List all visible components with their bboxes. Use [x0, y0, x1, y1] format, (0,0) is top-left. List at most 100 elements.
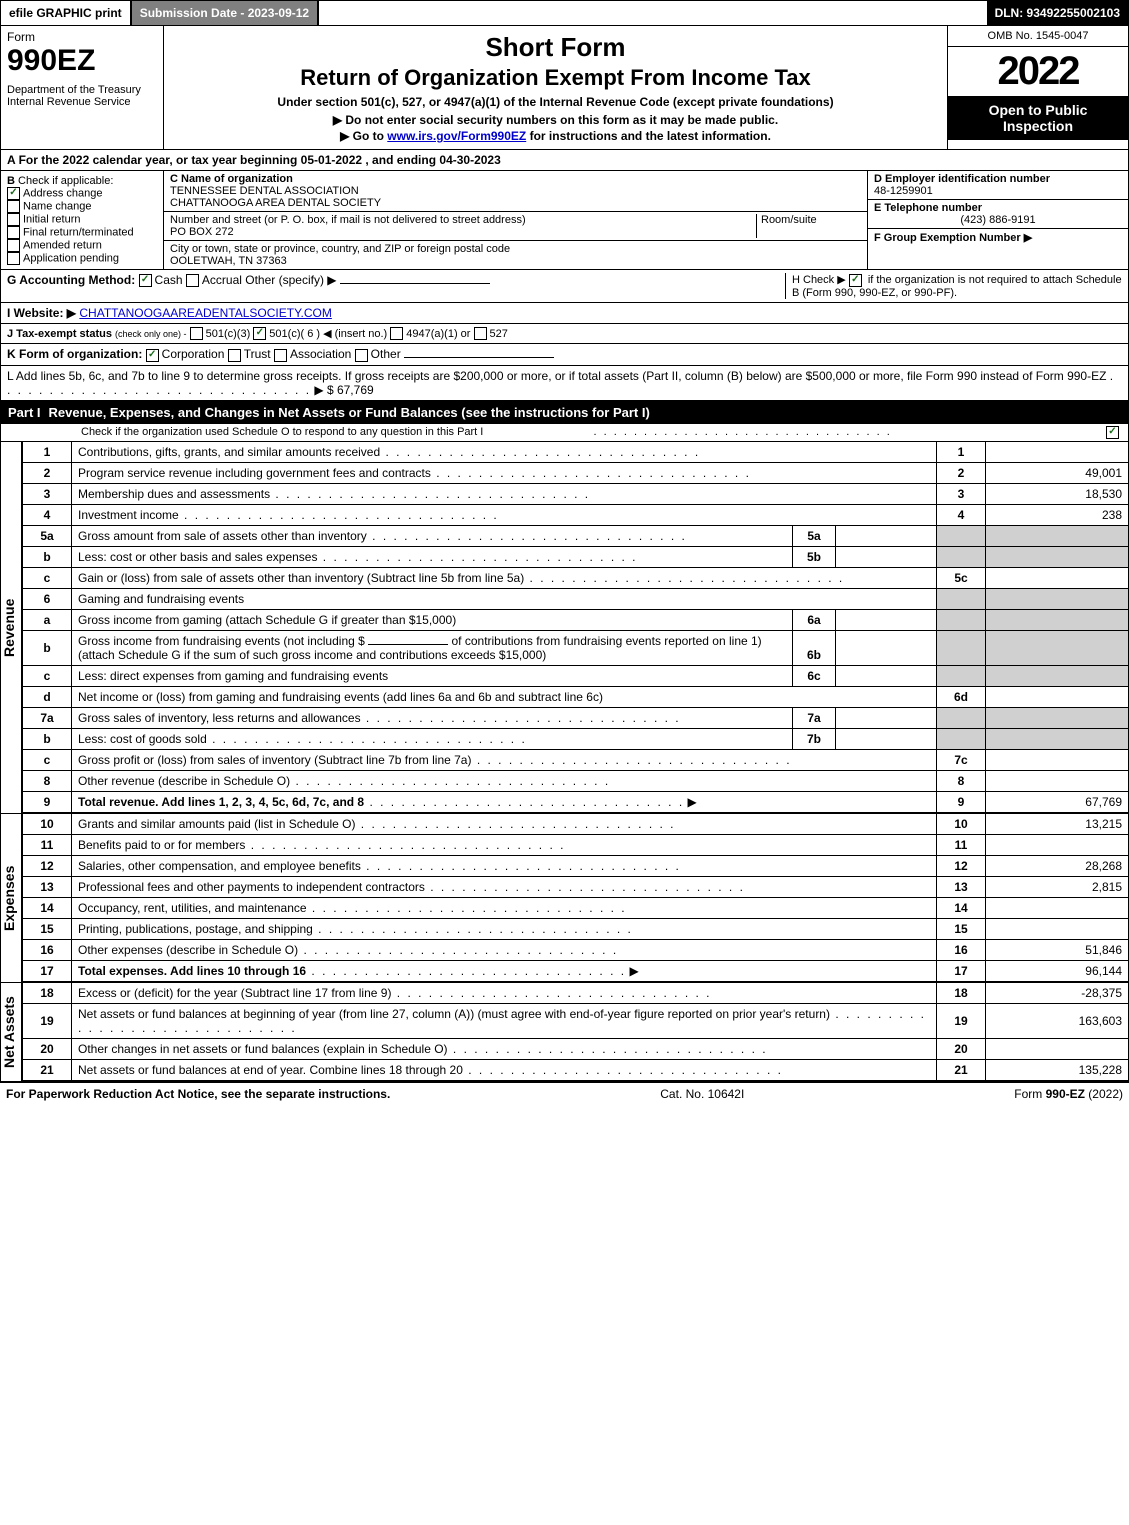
checkbox-trust[interactable] — [228, 349, 241, 362]
topbar-spacer — [319, 1, 986, 25]
b-label: Check if applicable: — [18, 175, 113, 187]
line-1-num: 1 — [937, 441, 986, 462]
checkbox-501c[interactable] — [253, 327, 266, 340]
row-gh: G Accounting Method: Cash Accrual Other … — [0, 270, 1129, 303]
line-9-num: 9 — [937, 791, 986, 812]
checkbox-application-pending[interactable] — [7, 252, 20, 265]
section-a-text: For the 2022 calendar year, or tax year … — [19, 153, 501, 167]
g-label: G Accounting Method: — [7, 273, 135, 287]
line-6b-desc: Gross income from fundraising events (no… — [78, 634, 365, 648]
checkbox-initial-return[interactable] — [7, 213, 20, 226]
revenue-side-label: Revenue — [0, 441, 22, 813]
g-accrual: Accrual — [202, 273, 242, 287]
checkbox-final-return[interactable] — [7, 226, 20, 239]
line-15-val — [986, 918, 1129, 939]
checkbox-address-change[interactable] — [7, 187, 20, 200]
header-center: Short Form Return of Organization Exempt… — [164, 26, 947, 149]
line-18-desc: Excess or (deficit) for the year (Subtra… — [78, 986, 391, 1000]
line-8-num: 8 — [937, 770, 986, 791]
k-o2: Trust — [244, 347, 271, 361]
part-i-sub-text: Check if the organization used Schedule … — [81, 426, 594, 439]
tax-year: 2022 — [948, 47, 1128, 96]
line-5c-desc: Gain or (loss) from sale of assets other… — [78, 571, 524, 585]
checkbox-527[interactable] — [474, 327, 487, 340]
subtitle: Under section 501(c), 527, or 4947(a)(1)… — [170, 95, 941, 109]
checkbox-501c3[interactable] — [190, 327, 203, 340]
form-word: Form — [7, 30, 157, 44]
line-10-num: 10 — [937, 813, 986, 834]
website-link[interactable]: CHATTANOOGAAREADENTALSOCIETY.COM — [79, 306, 331, 320]
checkbox-4947[interactable] — [390, 327, 403, 340]
line-6b-box: 6b — [792, 631, 835, 665]
line-20-desc: Other changes in net assets or fund bala… — [78, 1042, 448, 1056]
goto-pre: ▶ Go to — [340, 129, 387, 143]
checkbox-h[interactable] — [849, 274, 862, 287]
row-i: I Website: ▶ CHATTANOOGAAREADENTALSOCIET… — [0, 303, 1129, 324]
submission-date: Submission Date - 2023-09-12 — [132, 1, 319, 25]
checkbox-cash[interactable] — [139, 274, 152, 287]
efile-label[interactable]: efile GRAPHIC print — [1, 1, 132, 25]
line-2-desc: Program service revenue including govern… — [78, 466, 431, 480]
j-o3: 4947(a)(1) or — [406, 328, 470, 340]
checkbox-other-org[interactable] — [355, 349, 368, 362]
info-grid: B Check if applicable: Address change Na… — [0, 171, 1129, 270]
form-header: Form 990EZ Department of the Treasury In… — [0, 26, 1129, 150]
b-item-4: Amended return — [23, 239, 102, 251]
e-row: E Telephone number (423) 886-9191 — [868, 200, 1128, 229]
line-5c-val — [986, 567, 1129, 588]
checkbox-amended-return[interactable] — [7, 239, 20, 252]
part-i-label: Part I — [8, 405, 49, 420]
line-14-val — [986, 897, 1129, 918]
line-18-num: 18 — [937, 982, 986, 1003]
row-l: L Add lines 5b, 6c, and 7b to line 9 to … — [0, 366, 1129, 401]
goto-instruction: ▶ Go to www.irs.gov/Form990EZ for instru… — [170, 129, 941, 143]
line-16-num: 16 — [937, 939, 986, 960]
line-14-num: 14 — [937, 897, 986, 918]
checkbox-accrual[interactable] — [186, 274, 199, 287]
j-o2: 501(c)( 6 ) ◀ (insert no.) — [269, 328, 387, 340]
part-i-header: Part I Revenue, Expenses, and Changes in… — [0, 401, 1129, 424]
line-12-desc: Salaries, other compensation, and employ… — [78, 859, 361, 873]
footer: For Paperwork Reduction Act Notice, see … — [0, 1081, 1129, 1105]
line-16-val: 51,846 — [986, 939, 1129, 960]
d-label: D Employer identification number — [874, 173, 1050, 185]
revenue-table: 1 Contributions, gifts, grants, and simil… — [22, 441, 1129, 813]
line-6a-desc: Gross income from gaming (attach Schedul… — [78, 613, 456, 627]
line-19-num: 19 — [937, 1003, 986, 1038]
line-21-num: 21 — [937, 1059, 986, 1080]
line-4-desc: Investment income — [78, 508, 179, 522]
checkbox-association[interactable] — [274, 349, 287, 362]
net-assets-section: Net Assets 18 Excess or (deficit) for the… — [0, 982, 1129, 1081]
j-o4: 527 — [490, 328, 508, 340]
line-6d-val — [986, 686, 1129, 707]
b-item-1: Name change — [23, 200, 92, 212]
c-city-label: City or town, state or province, country… — [170, 243, 510, 255]
line-17-val: 96,144 — [986, 960, 1129, 981]
checkbox-schedule-o[interactable] — [1106, 426, 1119, 439]
irs-link[interactable]: www.irs.gov/Form990EZ — [387, 129, 526, 143]
org-name-1: TENNESSEE DENTAL ASSOCIATION — [170, 185, 359, 197]
line-7a-box: 7a — [792, 708, 835, 728]
h-pre: H Check ▶ — [792, 274, 849, 286]
section-c: C Name of organization TENNESSEE DENTAL … — [164, 171, 868, 269]
line-8-desc: Other revenue (describe in Schedule O) — [78, 774, 290, 788]
checkbox-name-change[interactable] — [7, 200, 20, 213]
line-7c-num: 7c — [937, 749, 986, 770]
k-o4: Other — [371, 347, 401, 361]
line-6d-desc: Net income or (loss) from gaming and fun… — [78, 690, 603, 704]
line-1-desc: Contributions, gifts, grants, and simila… — [78, 445, 380, 459]
c-name-row: C Name of organization TENNESSEE DENTAL … — [164, 171, 867, 212]
line-19-val: 163,603 — [986, 1003, 1129, 1038]
line-13-desc: Professional fees and other payments to … — [78, 880, 425, 894]
goto-post: for instructions and the latest informat… — [526, 129, 771, 143]
line-5b-desc: Less: cost or other basis and sales expe… — [78, 550, 317, 564]
f-row: F Group Exemption Number ▶ — [868, 229, 1128, 246]
f-label: F Group Exemption Number ▶ — [874, 232, 1032, 244]
net-assets-side-label: Net Assets — [0, 982, 22, 1081]
net-assets-table: 18 Excess or (deficit) for the year (Subt… — [22, 982, 1129, 1081]
checkbox-corporation[interactable] — [146, 349, 159, 362]
i-label: I Website: ▶ — [7, 306, 76, 320]
department-label: Department of the Treasury Internal Reve… — [7, 84, 157, 108]
line-20-num: 20 — [937, 1038, 986, 1059]
section-a: A For the 2022 calendar year, or tax yea… — [0, 150, 1129, 171]
